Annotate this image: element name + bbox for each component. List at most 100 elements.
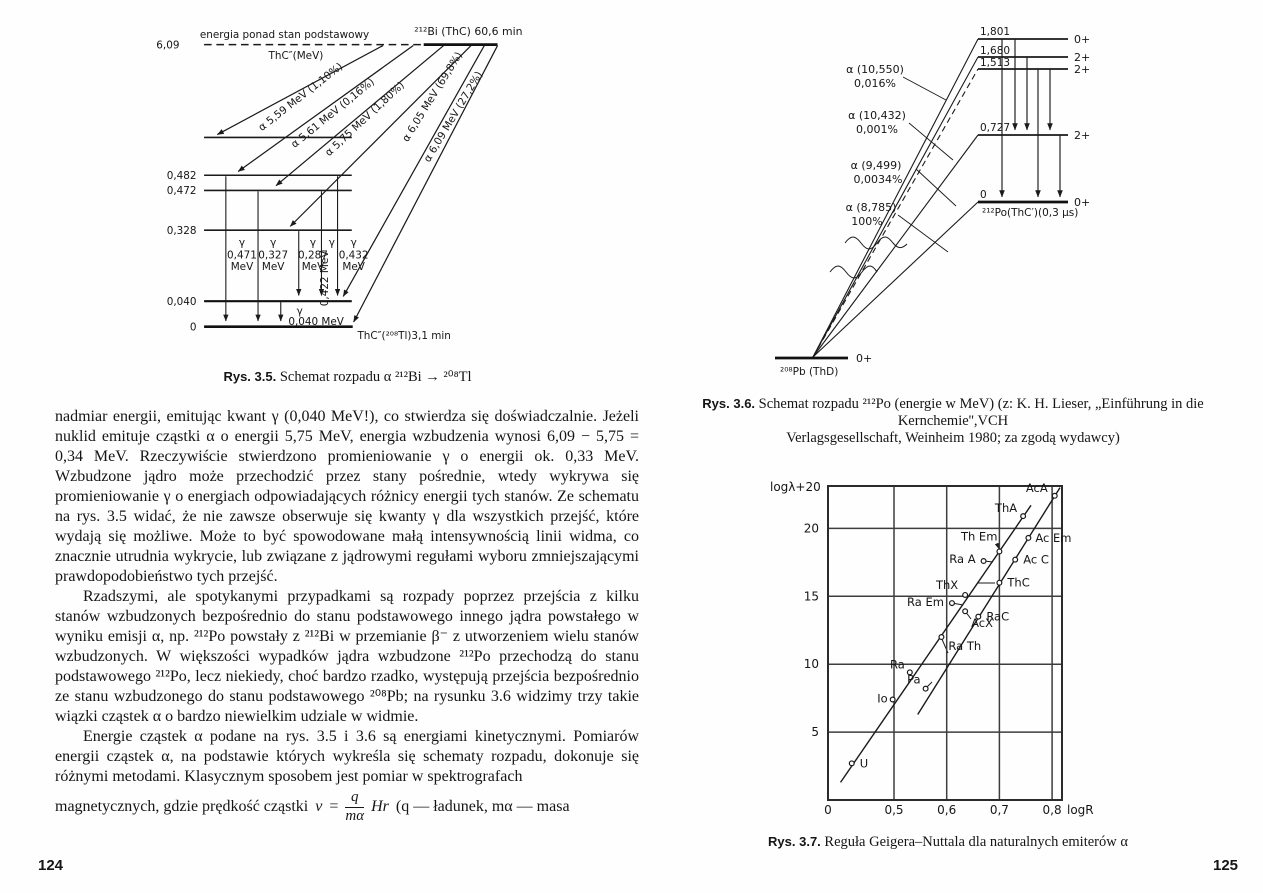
alpha-energy: α (8,785) [846,201,897,214]
x-tick-label: 0,8 [1043,803,1062,817]
caption-text: Schemat rozpadu ²¹²Po (energie w MeV) (z… [755,396,1204,429]
trend-line [917,487,1061,715]
figure-3-5-caption: Rys. 3.5. Schemat rozpadu α ²¹²Bi → ²⁰⁸T… [125,369,570,386]
gamma-unit: MeV [262,261,285,273]
level-label: 0,472 [167,185,197,197]
y-tick-label: 15 [804,589,819,603]
alpha-branch-labels: α (10,550) 0,016% α (10,432) 0,001% α (9… [846,63,906,228]
data-point-label: Ac Em [1035,531,1071,545]
data-point-ra-a [980,557,987,564]
formula-line: magnetycznych, gdzie prędkość cząstki v … [55,789,639,825]
data-point-io [889,696,896,703]
gamma-symbol: γ [351,237,357,249]
po-level-spin-labels: 0+ 2+ 2+ 2+ 0+ [1074,33,1090,209]
figure-3-6-decay-scheme: 1,801 1,680 1,513 0,727 0 0+ 2+ 2+ 2+ 0+… [775,26,1090,378]
alpha-intensity: 0,0034% [854,173,903,186]
trend-line [839,504,1032,783]
figure-3-7-caption: Rys. 3.7. Reguła Geigera–Nuttala dla nat… [767,834,1129,851]
level-label: 0 [980,189,987,201]
figure-3-7-geiger-nuttall-chart: 5 10 15 20 0 0,5 0,6 0,7 0,8 logλ+20 logR U Io Ra Ra E… [770,480,1094,817]
formula-equals: = [329,798,339,816]
formula-velocity-symbol: v [315,798,323,816]
spin-label: 2+ [1074,63,1090,76]
gamma-symbol: γ [297,305,303,317]
data-point-pa [922,685,929,692]
energy-note-line2: ThC″(MeV) [268,50,324,62]
page-number-left: 124 [38,857,64,874]
x-tick-label: 0 [824,803,832,817]
alpha-label: α 6,09 MeV (27,2%) [421,69,485,164]
y-axis-label: logλ+20 [770,480,821,494]
x-tick-label: 0,7 [990,803,1009,817]
po-gamma-arrows [999,39,1063,198]
paragraph: Rzadszymi, ale spotykanymi przypadkami s… [55,588,639,725]
level-label: 1,680 [980,45,1010,57]
alpha-arrows [216,45,499,323]
data-point-label: ThX [935,578,958,592]
caption-text: Schemat rozpadu α ²¹²Bi → ²⁰⁸Tl [276,369,472,385]
level-label: 0,482 [167,170,197,182]
gamma-symbol: γ [329,237,335,249]
alpha-label: α 5,59 MeV (1,10%) [256,61,345,134]
data-point-th-em [996,548,1003,555]
po-level-energy-labels: 1,801 1,680 1,513 0,727 0 [980,26,1010,201]
data-point-ac-c [1012,556,1019,563]
pb-nuclide-label: ²⁰⁸Pb (ThD) [780,366,838,378]
break-squiggles [829,236,908,279]
gamma-energy: 0,432 [339,250,369,262]
formula-tail-text: (q — ładunek, mα — masa [395,798,570,816]
x-tick-label: 0,5 [884,803,903,817]
data-point-thx [962,591,969,598]
data-point-label: Th Em [960,529,997,543]
data-point-label: Ra Th [948,639,981,653]
data-point-aca [1051,492,1058,499]
parent-energy-label: 6,09 [156,39,179,51]
gamma-symbol: γ [310,237,316,249]
alpha-label-leaders [897,76,957,253]
data-point-label: Ra [890,657,905,671]
formula-hr: Hr [371,798,389,816]
y-tick-label: 10 [804,657,819,671]
daughter-nuclide-label: ThC″(²⁰⁸Tl)3,1 min [356,330,450,342]
caption-number: Rys. 3.7. [768,834,821,849]
data-point-u [848,760,855,767]
gamma-energy: 0,287 [298,250,328,262]
data-point-label: AcA [1026,481,1048,495]
gamma-unit: MeV [302,261,325,273]
level-label: 1,801 [980,26,1010,38]
gamma-energy: 0,040 MeV [288,316,344,328]
alpha-intensity: 0,016% [854,77,896,90]
level-energy-labels: 0,482 0,472 0,328 0,040 0 [167,170,197,333]
gamma-arrows [223,176,341,322]
fraction-bar [345,806,365,808]
data-point-rac [975,613,982,620]
data-point-label: Ra Em [907,595,944,609]
caption-number: Rys. 3.6. [702,396,756,411]
plot-frame [827,485,1063,801]
alpha-energy: α (10,432) [848,109,906,122]
data-point-tha [1020,513,1027,520]
po-level-lines [978,38,1068,204]
gamma-unit: MeV [342,261,365,273]
caption-line-1: Rys. 3.6. Schemat rozpadu ²¹²Po (energie… [650,396,1256,430]
data-point-label: Io [877,692,887,706]
formula-lead-text: magnetycznych, gdzie prędkość cząstki [55,798,309,816]
parent-nuclide-label: ²¹²Bi (ThC) 60,6 min [414,25,522,38]
spin-label: 2+ [1074,129,1090,142]
fraction-numerator: q [350,789,359,805]
y-tick-label: 20 [804,521,819,535]
gamma-labels: γ 0,471 MeV γ 0,327 MeV γ 0,287 MeV γ 0,… [227,237,369,328]
paragraph: Energie cząstek α podane na rys. 3.5 i 3… [55,728,639,785]
data-point-ra-em [948,600,955,607]
data-point-ra-th [938,634,945,641]
page-number-right: 125 [1213,857,1239,874]
po-nuclide-label: ²¹²Po(ThC′)(0,3 μs) [982,207,1078,219]
gamma-unit: MeV [231,261,254,273]
daughter-level-lines [204,136,353,329]
data-point-label: ThC [1006,576,1029,590]
alpha-energy: α (10,550) [846,63,904,76]
alpha-intensity: 0,001% [856,123,898,136]
x-axis-label: logR [1067,803,1094,817]
gamma-symbol: γ [270,237,276,249]
gamma-energy-rotated: 0,422 MeV [319,250,331,306]
